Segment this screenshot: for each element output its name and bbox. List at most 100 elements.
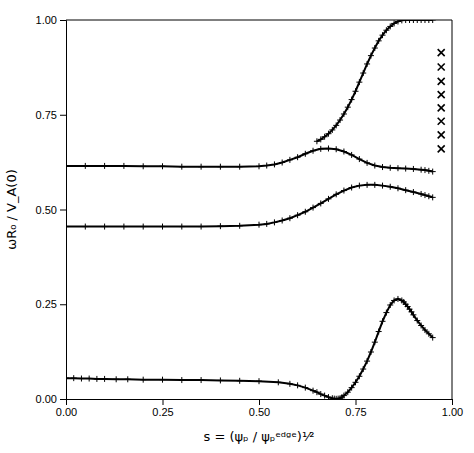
plus-marker [287, 381, 293, 387]
plus-marker [279, 217, 285, 223]
plus-marker [356, 373, 362, 379]
plus-marker [349, 152, 355, 158]
plus-marker [368, 53, 374, 59]
x-tick-label: 0.50 [249, 406, 270, 418]
plus-marker [387, 23, 393, 29]
x-tick-mark [163, 399, 164, 405]
plus-marker [140, 377, 146, 383]
x-marker [438, 78, 445, 85]
plus-marker [140, 163, 146, 169]
plus-marker [264, 163, 270, 169]
plus-marker [310, 205, 316, 211]
plus-marker [349, 185, 355, 191]
y-tick-mark [60, 20, 66, 21]
x-tick: 0.00 [56, 399, 77, 418]
plot: 0.00 0.25 0.50 0.75 1.000.00 0.25 0.50 0.75 1.00 [36, 14, 464, 418]
plus-marker [341, 149, 347, 155]
plus-marker [217, 377, 223, 383]
y-axis-line [60, 21, 67, 400]
x-tick-mark [259, 399, 260, 405]
plus-marker [86, 376, 92, 382]
plus-marker [160, 163, 166, 169]
plus-marker [66, 375, 69, 381]
plus-marker [310, 148, 316, 154]
plus-marker [353, 88, 359, 94]
x-tick-label: 1.00 [442, 406, 463, 418]
y-tick: 0.75 [36, 109, 66, 121]
plus-marker [318, 146, 324, 152]
marks [66, 20, 445, 399]
plus-marker [310, 388, 316, 394]
series [66, 296, 436, 399]
plus-marker [349, 97, 355, 103]
plus-marker [237, 223, 243, 229]
plus-marker [198, 164, 204, 170]
curve [66, 299, 433, 399]
plus-marker [364, 61, 370, 67]
plus-marker [430, 335, 436, 341]
plus-marker [66, 163, 69, 169]
plus-marker [275, 379, 281, 385]
plus-marker [345, 104, 351, 110]
plus-marker [295, 154, 301, 160]
plus-marker [295, 382, 301, 388]
plus-marker [256, 163, 262, 169]
curve [317, 20, 433, 141]
plus-marker [395, 296, 401, 302]
chart: 0.00 0.25 0.50 0.75 1.000.00 0.25 0.50 0.75 1.00… [0, 0, 474, 453]
curve [66, 185, 433, 227]
x-tick-label: 0.00 [56, 406, 77, 418]
plus-marker [279, 160, 285, 166]
plus-marker [410, 312, 416, 318]
plus-marker [341, 393, 347, 399]
plus-marker [383, 310, 389, 316]
plus-marker [318, 136, 324, 142]
plus-marker [302, 209, 308, 215]
plus-marker [403, 166, 409, 172]
plus-marker [78, 376, 84, 382]
plus-marker [237, 378, 243, 384]
plus-marker [295, 212, 301, 218]
plus-marker [102, 224, 108, 230]
plus-marker [410, 189, 416, 195]
plus-marker [302, 151, 308, 157]
plus-marker [426, 168, 432, 174]
plus-marker [271, 161, 277, 167]
plus-marker [94, 376, 100, 382]
plus-marker [121, 224, 127, 230]
plus-marker [82, 224, 88, 230]
plus-marker [102, 376, 108, 382]
frame [66, 20, 452, 21]
x-marker [438, 145, 445, 152]
x-marker [438, 63, 445, 70]
y-tick: 0.25 [36, 298, 66, 310]
plus-marker [325, 145, 331, 151]
plus-marker [364, 160, 370, 166]
plus-marker [256, 222, 262, 228]
plus-marker [333, 122, 339, 128]
plus-marker [287, 215, 293, 221]
plus-marker [256, 378, 262, 384]
plus-marker [102, 163, 108, 169]
plus-marker [364, 358, 370, 364]
plus-marker [395, 165, 401, 171]
x-marker [438, 91, 445, 98]
plus-marker [430, 20, 436, 23]
plus-marker [364, 182, 370, 188]
plus-marker [368, 349, 374, 355]
y-tick-mark [60, 304, 66, 305]
plus-marker [376, 329, 382, 335]
plus-marker [345, 389, 351, 395]
plus-marker [422, 192, 428, 198]
plus-marker [333, 146, 339, 152]
y-tick-mark [60, 399, 66, 400]
x-axis: 0.00 0.25 0.50 0.75 1.00 [56, 399, 463, 418]
x-tick: 1.00 [442, 399, 463, 418]
x-tick-label: 0.75 [345, 406, 366, 418]
plus-marker [329, 127, 335, 133]
x-tick: 0.25 [152, 399, 173, 418]
plus-marker [237, 164, 243, 170]
plus-marker [333, 191, 339, 197]
plus-marker [356, 183, 362, 189]
plus-marker [325, 196, 331, 202]
